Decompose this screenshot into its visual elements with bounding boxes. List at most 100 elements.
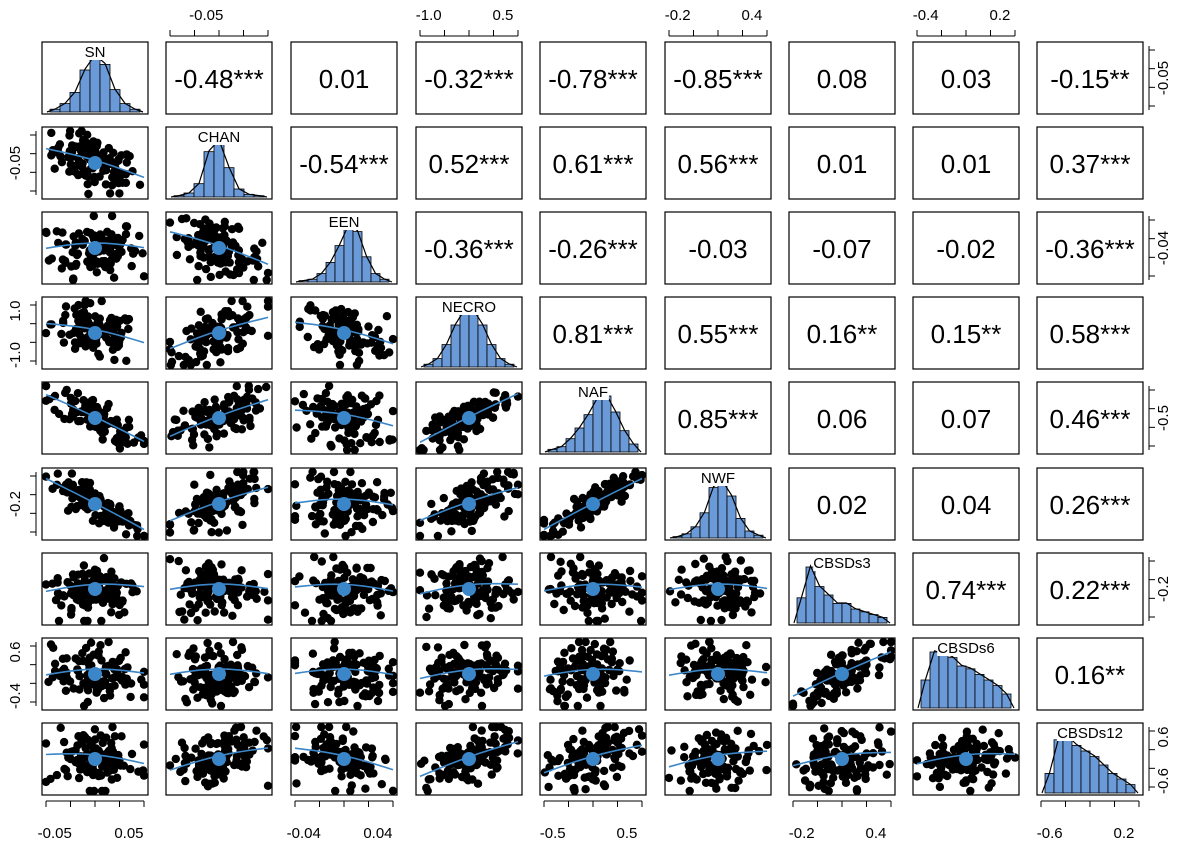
panel-frame-6-0 <box>41 552 149 626</box>
scatter-point <box>705 637 714 647</box>
scatter-point <box>137 675 146 684</box>
scatter-point <box>460 640 469 650</box>
scatter-point <box>313 394 322 403</box>
scatter-point <box>235 485 245 494</box>
histogram-bar-CBSDs6-0 <box>920 679 931 709</box>
scatter-point <box>422 612 431 622</box>
scatter-point <box>688 752 698 761</box>
scatter-point <box>324 722 334 732</box>
scatter-point <box>740 574 749 584</box>
scatter-point <box>479 503 489 513</box>
scatter-point <box>69 684 78 693</box>
scatter-point <box>324 381 334 391</box>
scatter-point <box>822 665 832 674</box>
scatter-point <box>197 496 207 505</box>
scatter-point <box>561 774 571 783</box>
scatter-point <box>475 424 485 434</box>
scatter-point <box>427 499 436 509</box>
scatter-point <box>66 393 76 403</box>
mean-point-4-2 <box>337 411 351 425</box>
scatter-point <box>382 312 392 321</box>
scatter-point <box>300 608 310 617</box>
scatter-point <box>75 657 84 666</box>
scatter-point <box>331 786 340 796</box>
scatter-point <box>761 678 770 687</box>
scatter-point <box>104 637 113 647</box>
scatter-point <box>127 749 137 759</box>
scatter-point <box>73 741 82 750</box>
scatter-point <box>500 512 509 521</box>
scatter-point <box>707 767 717 776</box>
scatter-point <box>692 670 701 680</box>
scatter-point <box>77 309 86 318</box>
panel-frame-0-4 <box>539 41 647 115</box>
scatter-point <box>197 749 206 759</box>
mean-point-7-5 <box>711 667 725 681</box>
scatter-point <box>263 296 273 306</box>
scatter-point <box>111 323 120 332</box>
scatter-point <box>117 732 126 741</box>
mean-point-3-0 <box>88 326 102 340</box>
scatter-point <box>139 693 149 702</box>
scatter-point <box>562 589 571 598</box>
scatter-point <box>210 395 219 404</box>
scatter-point <box>172 232 181 242</box>
scatter-point <box>122 158 131 167</box>
scatter-point <box>83 312 93 321</box>
scatter-point <box>699 759 708 768</box>
left-tick-label: -0.2 <box>7 491 24 517</box>
scatter-point <box>717 564 727 573</box>
scatter-point <box>425 680 435 689</box>
scatter-point <box>696 615 705 625</box>
scatter-point <box>58 316 68 326</box>
panel-frame-4-3 <box>415 381 523 455</box>
scatter-point <box>739 682 748 692</box>
correlation-7-8: 0.16** <box>1055 660 1126 690</box>
scatter-point <box>351 521 361 531</box>
scatter-point <box>546 552 556 562</box>
scatter-point <box>332 491 342 501</box>
scatter-point <box>699 747 708 756</box>
histogram-bar-NAF-5 <box>592 398 603 453</box>
scatter-point <box>617 762 626 772</box>
panel-frame-5-7 <box>912 467 1020 541</box>
scatter-point <box>568 752 577 761</box>
scatter-point <box>191 500 200 510</box>
scatter-point <box>63 772 72 781</box>
scatter-point <box>491 500 501 509</box>
panel-frame-5-3 <box>415 467 523 541</box>
scatter-point <box>375 437 384 447</box>
scatter-point <box>744 746 753 755</box>
scatter-point <box>206 272 215 282</box>
scatter-point <box>479 480 488 490</box>
panel-frame-8-8 <box>1036 722 1144 796</box>
scatter-point <box>88 595 98 604</box>
scatter-point <box>579 737 588 747</box>
mean-point-8-0 <box>88 752 102 766</box>
scatter-point <box>311 520 320 529</box>
scatter-point <box>686 767 695 776</box>
scatter-point <box>443 516 452 526</box>
scatter-point <box>128 588 137 597</box>
scatter-point <box>60 388 70 398</box>
scatter-point <box>219 608 229 617</box>
scatter-point <box>601 723 610 733</box>
scatter-point <box>205 443 214 452</box>
scatter-point <box>338 560 347 570</box>
scatter-point <box>108 600 117 609</box>
scatter-point <box>201 778 210 787</box>
scatter-point <box>224 483 233 493</box>
panel-frame-1-2 <box>290 126 398 200</box>
correlation-6-7: 0.74*** <box>926 575 1007 605</box>
scatter-point <box>230 596 239 605</box>
scatter-point <box>212 342 221 351</box>
scatter-point <box>583 608 592 618</box>
scatter-point <box>290 480 300 489</box>
scatter-point <box>227 296 236 306</box>
scatter-point <box>912 772 922 781</box>
scatter-point <box>720 596 729 605</box>
scatter-point <box>376 611 385 620</box>
scatter-point <box>291 722 301 732</box>
panel-frame-7-0 <box>41 637 149 711</box>
scatter-point <box>85 786 95 796</box>
